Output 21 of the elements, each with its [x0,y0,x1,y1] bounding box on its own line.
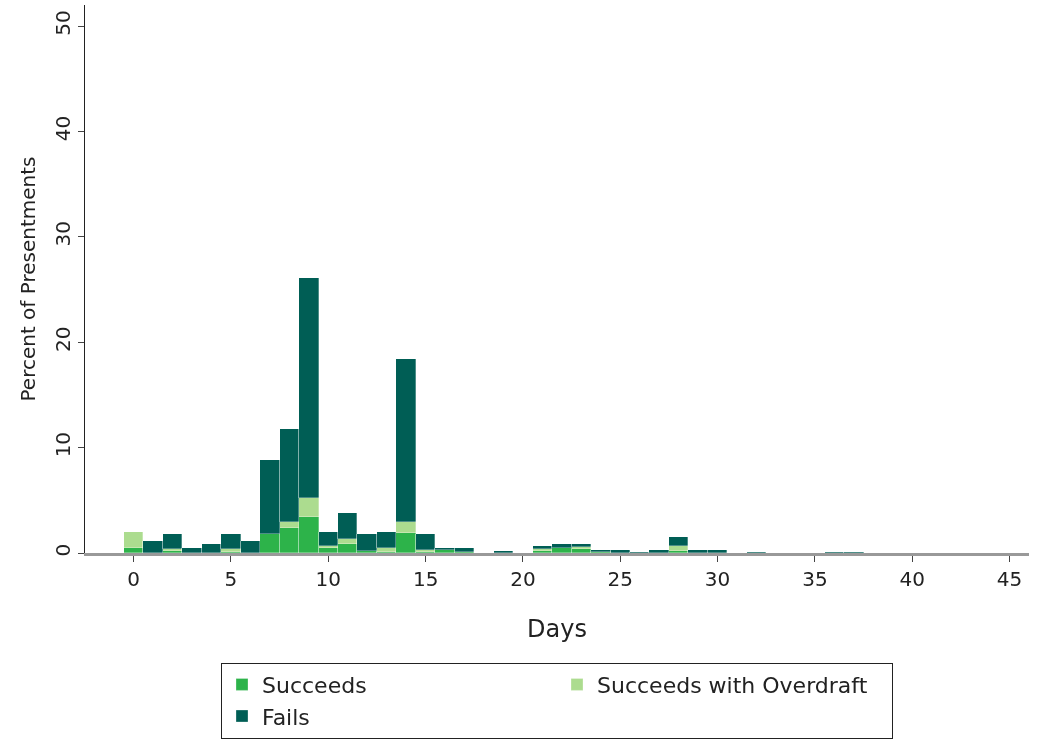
y-tick-label: 50 [51,10,75,36]
x-tick-label: 30 [704,567,731,591]
y-tick-label: 30 [51,221,75,247]
x-tick-label: 35 [802,567,828,591]
y-tick-label: 20 [51,326,75,352]
x-tick-label: 10 [315,567,342,591]
x-tick-label: 25 [607,567,633,591]
legend-label: Succeeds [262,672,367,698]
x-tick-label: 0 [127,567,141,591]
x-tick-label: 15 [412,567,439,591]
x-tick-label: 40 [899,567,925,591]
x-tick-label: 20 [510,567,536,591]
y-tick-label: 40 [51,115,75,142]
legend-label: Fails [262,704,310,730]
y-tick-label: 10 [51,431,75,458]
y-axis-title: Percent of Presentments [16,156,40,402]
x-tick-label: 5 [224,567,238,591]
x-axis-title: Days [527,615,587,643]
x-tick-label: 45 [996,567,1023,591]
y-tick-label: 0 [51,543,75,557]
legend-label: Succeeds with Overdraft [597,672,868,698]
